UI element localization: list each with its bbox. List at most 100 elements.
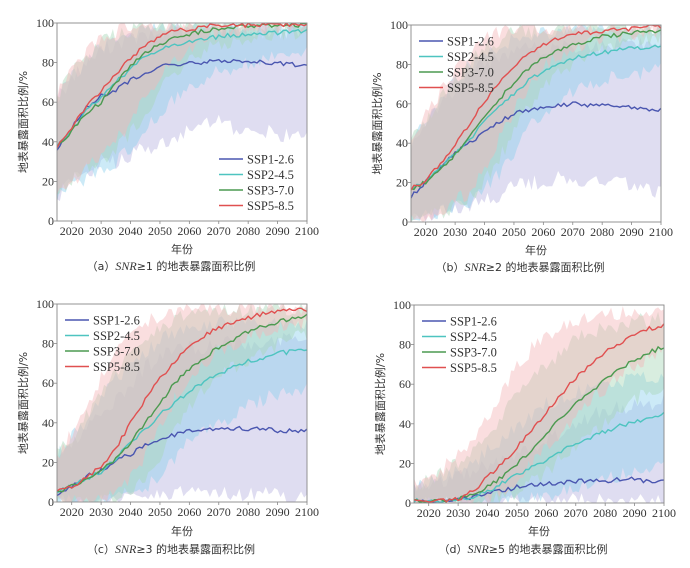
y-tick-label: 100 — [36, 16, 54, 30]
legend-label: SSP3-7.0 — [247, 184, 294, 198]
y-axis-label: 地表暴露面积比例/% — [373, 353, 387, 455]
caption-suffix: ≥1 的地表暴露面积比例 — [137, 259, 256, 273]
x-tick-label: 2070 — [561, 225, 585, 239]
band-ssp5-8.5 — [57, 23, 307, 195]
x-tick-label: 2020 — [60, 505, 84, 519]
x-tick-label: 2040 — [476, 506, 500, 520]
line-ssp1-2.6 — [57, 58, 307, 151]
line-ssp2-4.5 — [57, 28, 307, 147]
caption-snr: SNR — [467, 542, 489, 556]
y-tick-label: 80 — [42, 337, 54, 351]
x-tick-label: 2040 — [473, 225, 497, 239]
y-tick-label: 40 — [399, 417, 411, 431]
band-ssp2-4.5 — [411, 25, 661, 221]
legend-label: SSP2-4.5 — [447, 50, 494, 64]
x-tick-label: 2030 — [89, 224, 113, 238]
line-ssp5-8.5 — [57, 307, 307, 492]
x-tick-label: 2060 — [177, 505, 201, 519]
y-tick-label: 20 — [42, 174, 54, 188]
line-ssp1-2.6 — [57, 425, 307, 497]
caption-prefix: （d） — [438, 543, 467, 556]
x-tick-label: 2030 — [89, 505, 113, 519]
line-ssp3-7.0 — [411, 29, 661, 191]
x-tick-label: 2060 — [177, 224, 201, 238]
plot-frame — [413, 304, 665, 504]
x-tick-label: 2080 — [590, 225, 614, 239]
legend-label: SSP3-7.0 — [450, 346, 497, 360]
line-ssp1-2.6 — [414, 476, 664, 503]
plot-area — [414, 306, 664, 503]
caption-prefix: （b） — [435, 261, 464, 274]
band-ssp2-4.5 — [414, 371, 664, 503]
line-ssp3-7.0 — [57, 313, 307, 493]
legend-label: SSP5-8.5 — [247, 199, 294, 213]
y-tick-label: 0 — [48, 495, 54, 509]
band-ssp1-2.6 — [411, 37, 661, 222]
y-axis-label: 地表暴露面积比例/% — [370, 72, 384, 174]
panel-caption: （b）SNR≥2 的地表暴露面积比例 — [435, 260, 604, 274]
plot-area — [57, 23, 307, 202]
caption-snr: SNR — [464, 260, 486, 274]
y-tick-label: 0 — [48, 214, 54, 228]
x-tick-label: 2100 — [652, 506, 676, 520]
y-tick-label: 80 — [399, 338, 411, 352]
legend-label: SSP2-4.5 — [450, 330, 497, 344]
plot-area — [57, 304, 307, 502]
y-tick-label: 40 — [42, 135, 54, 149]
x-tick-label: 2020 — [417, 506, 441, 520]
caption-prefix: （a） — [87, 260, 116, 273]
y-tick-label: 40 — [396, 136, 408, 150]
panel-caption: （c）SNR≥3 的地表暴露面积比例 — [87, 542, 255, 556]
x-tick-label: 2100 — [295, 224, 319, 238]
legend-label: SSP2-4.5 — [93, 329, 140, 343]
band-ssp1-2.6 — [414, 393, 664, 503]
x-tick-label: 2070 — [564, 506, 588, 520]
band-ssp3-7.0 — [57, 23, 307, 195]
x-tick-label: 2030 — [443, 225, 467, 239]
line-ssp2-4.5 — [411, 44, 661, 190]
y-tick-label: 20 — [42, 455, 54, 469]
x-tick-label: 2070 — [207, 224, 231, 238]
caption-prefix: （c） — [87, 543, 115, 556]
x-tick-label: 2050 — [502, 225, 526, 239]
y-tick-label: 100 — [390, 18, 408, 32]
legend-label: SSP1-2.6 — [247, 153, 294, 167]
band-ssp5-8.5 — [411, 25, 661, 222]
x-tick-label: 2060 — [531, 225, 555, 239]
legend-label: SSP1-2.6 — [450, 315, 497, 329]
x-tick-label: 2100 — [295, 505, 319, 519]
caption-suffix: ≥3 的地表暴露面积比例 — [136, 542, 255, 556]
y-tick-label: 60 — [399, 377, 411, 391]
y-tick-label: 20 — [399, 456, 411, 470]
line-ssp5-8.5 — [414, 323, 664, 503]
y-tick-label: 40 — [42, 416, 54, 430]
line-ssp5-8.5 — [411, 25, 661, 191]
x-tick-label: 2040 — [119, 505, 143, 519]
x-tick-label: 2060 — [534, 506, 558, 520]
x-tick-label: 2090 — [266, 224, 290, 238]
y-axis-label: 地表暴露面积比例/% — [16, 71, 30, 173]
band-ssp2-4.5 — [57, 23, 307, 202]
caption-suffix: ≥2 的地表暴露面积比例 — [486, 260, 605, 274]
x-tick-label: 2100 — [649, 225, 673, 239]
legend-label: SSP1-2.6 — [447, 35, 494, 49]
band-ssp3-7.0 — [414, 311, 664, 503]
x-tick-label: 2020 — [414, 225, 438, 239]
x-axis-label: 年份 — [171, 524, 193, 538]
line-ssp5-8.5 — [57, 23, 307, 149]
line-ssp2-4.5 — [57, 348, 307, 494]
x-tick-label: 2080 — [236, 505, 260, 519]
x-tick-label: 2030 — [446, 506, 470, 520]
plot-frame — [56, 22, 308, 222]
y-tick-label: 60 — [42, 376, 54, 390]
legend-label: SSP3-7.0 — [93, 345, 140, 359]
x-tick-label: 2050 — [148, 224, 172, 238]
y-tick-label: 100 — [393, 298, 411, 312]
x-tick-label: 2090 — [620, 225, 644, 239]
